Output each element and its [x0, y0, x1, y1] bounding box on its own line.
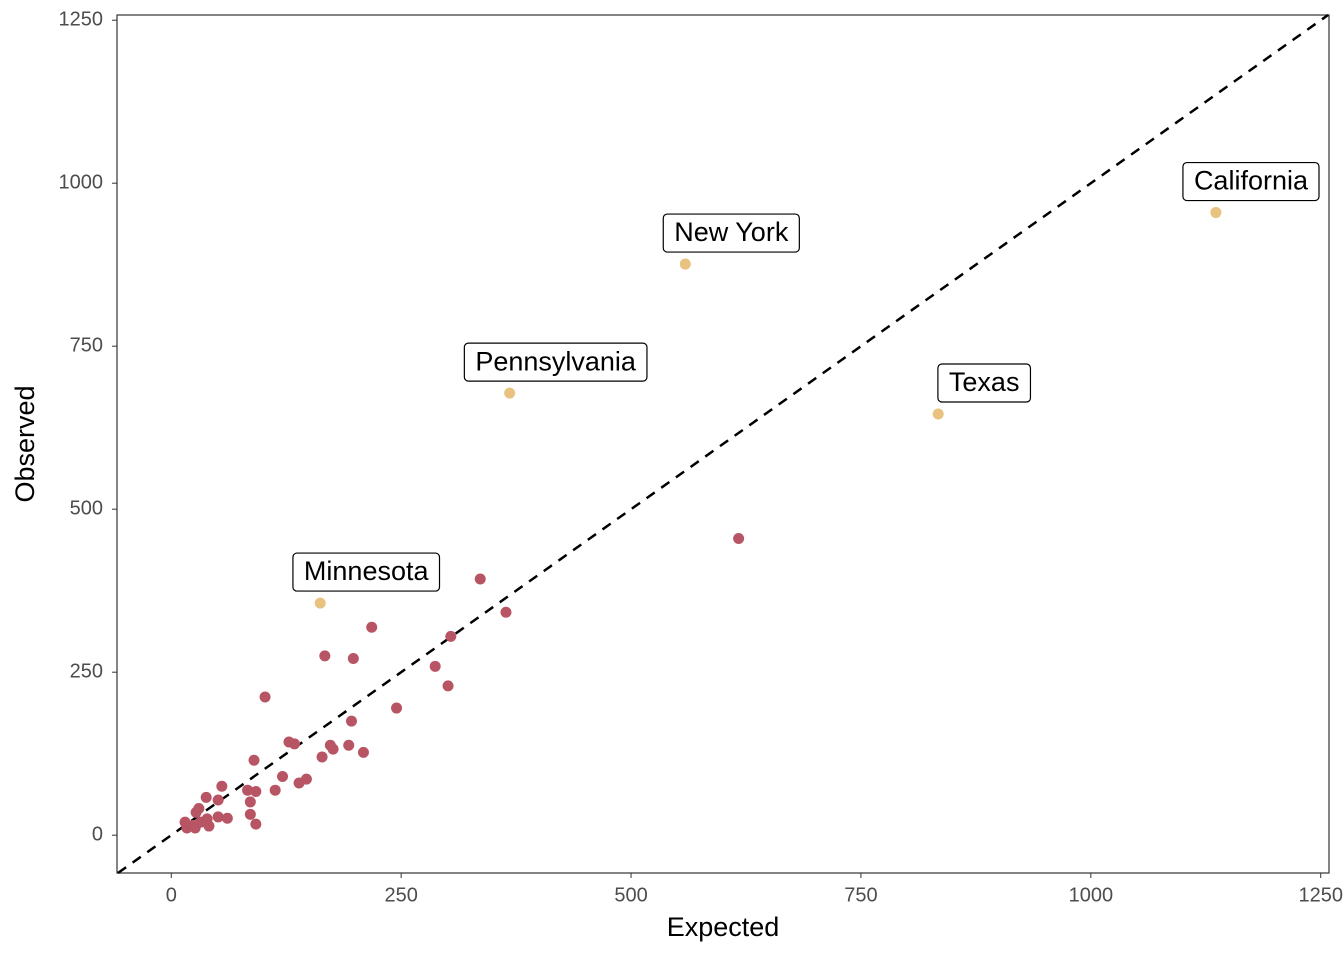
- reference-line: [117, 13, 1329, 875]
- point: [221, 812, 233, 824]
- y-tick-label: 250: [70, 660, 103, 682]
- y-tick-label: 750: [70, 334, 103, 356]
- x-tick-label: 750: [844, 884, 877, 906]
- x-axis-title: Expected: [667, 912, 780, 942]
- label-text: Pennsylvania: [475, 346, 637, 376]
- point: [327, 743, 339, 755]
- x-tick-label: 1000: [1069, 884, 1114, 906]
- point: [442, 680, 454, 692]
- point: [733, 533, 745, 545]
- point: [500, 606, 512, 618]
- label-text: Minnesota: [304, 556, 430, 586]
- x-tick-label: 500: [614, 884, 647, 906]
- point: [345, 715, 357, 727]
- point: [429, 660, 441, 672]
- point: [474, 573, 486, 585]
- point: [203, 820, 215, 832]
- x-tick-label: 0: [166, 884, 177, 906]
- point: [242, 784, 254, 796]
- plot-frame: [116, 14, 1330, 874]
- label-text: Texas: [949, 367, 1020, 397]
- point: [248, 754, 260, 766]
- point: [314, 597, 326, 609]
- label-box: [662, 213, 800, 253]
- y-tick-label: 1250: [59, 8, 104, 30]
- point: [679, 258, 691, 270]
- label-text: New York: [674, 217, 789, 247]
- y-tick-label: 1000: [59, 171, 104, 193]
- point: [200, 791, 212, 803]
- point: [244, 808, 256, 820]
- x-tick-label: 250: [384, 884, 417, 906]
- point: [190, 806, 202, 818]
- label-box: [463, 342, 648, 382]
- point: [343, 739, 355, 751]
- point: [357, 746, 369, 758]
- point: [212, 794, 224, 806]
- point: [319, 650, 331, 662]
- label-box: [292, 552, 441, 592]
- point-label: New York: [662, 213, 800, 253]
- point: [277, 771, 289, 783]
- point: [391, 702, 403, 714]
- point-label: California: [1182, 161, 1320, 202]
- point: [504, 387, 516, 399]
- point-label: Pennsylvania: [463, 342, 648, 382]
- point-label: Minnesota: [292, 552, 441, 592]
- point: [1210, 207, 1222, 219]
- x-tick-label: 1250: [1298, 884, 1343, 906]
- label-box: [1182, 161, 1320, 202]
- point: [293, 777, 305, 789]
- point: [288, 738, 300, 750]
- y-axis-title: Observed: [10, 385, 40, 502]
- point: [216, 780, 228, 792]
- point: [244, 796, 256, 808]
- point: [269, 784, 281, 796]
- point: [250, 786, 262, 798]
- y-tick-label: 500: [70, 497, 103, 519]
- point: [250, 818, 262, 830]
- point: [212, 811, 224, 823]
- label-text: California: [1194, 166, 1309, 196]
- point: [259, 691, 271, 703]
- point: [366, 621, 378, 633]
- point: [187, 819, 199, 831]
- point: [347, 653, 359, 664]
- label-box: [937, 363, 1032, 403]
- point-label: Texas: [937, 363, 1032, 403]
- point: [445, 630, 457, 642]
- point: [932, 408, 944, 420]
- point: [316, 751, 328, 763]
- y-tick-label: 0: [92, 823, 103, 845]
